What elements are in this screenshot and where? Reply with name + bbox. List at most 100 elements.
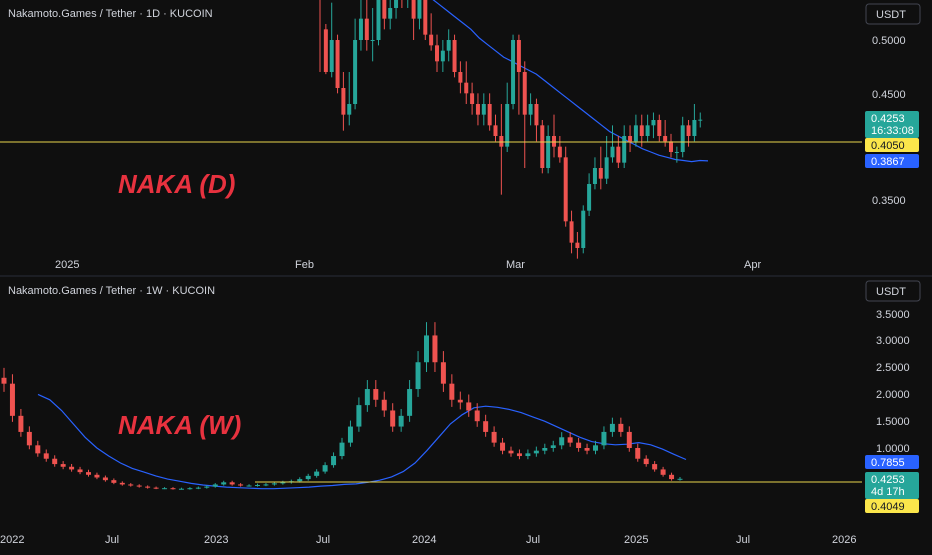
daily-candle-body bbox=[347, 104, 352, 115]
daily-candle-body bbox=[458, 72, 463, 83]
weekly-candle-body bbox=[35, 445, 41, 454]
weekly-candle-body bbox=[128, 484, 134, 486]
weekly-candle-body bbox=[69, 466, 75, 470]
weekly-candle-body bbox=[195, 487, 201, 489]
daily-candle-body bbox=[499, 136, 504, 147]
daily-candle-body bbox=[581, 210, 586, 248]
weekly-candle-body bbox=[491, 431, 497, 443]
weekly-price-tick: 1.5000 bbox=[876, 416, 910, 428]
weekly-candle-body bbox=[9, 383, 15, 416]
weekly-candle-body bbox=[18, 415, 24, 432]
daily-candle-body bbox=[569, 221, 574, 243]
daily-overlay-label: NAKA (D) bbox=[118, 169, 235, 199]
daily-candle-body bbox=[575, 242, 580, 248]
weekly-candle-body bbox=[398, 415, 404, 427]
weekly-candle-body bbox=[466, 402, 472, 411]
weekly-candle-body bbox=[576, 442, 582, 448]
daily-candle-body bbox=[651, 120, 656, 126]
daily-price-axis: 0.5000 0.4500 0.3500 bbox=[872, 35, 906, 207]
daily-time-label: 2025 bbox=[55, 259, 79, 271]
daily-candle-body bbox=[358, 18, 363, 40]
weekly-candle-body bbox=[533, 450, 539, 454]
weekly-candle-body bbox=[449, 383, 455, 400]
weekly-candle-body bbox=[542, 448, 548, 451]
weekly-candle-body bbox=[407, 389, 413, 416]
weekly-candle-body bbox=[178, 488, 184, 490]
weekly-candle-body bbox=[145, 486, 151, 488]
weekly-candle-body bbox=[415, 362, 421, 390]
weekly-unit-button[interactable]: USDT bbox=[865, 280, 921, 302]
weekly-candle-body bbox=[373, 389, 379, 400]
daily-candle-body bbox=[616, 146, 621, 163]
weekly-candle-body bbox=[322, 465, 328, 472]
weekly-time-label: 2024 bbox=[412, 534, 436, 546]
weekly-candle-body bbox=[669, 474, 675, 480]
daily-candle-body bbox=[475, 104, 480, 115]
weekly-candle-body bbox=[187, 488, 193, 490]
weekly-moving-average bbox=[37, 393, 687, 490]
weekly-candle-body bbox=[263, 484, 269, 486]
daily-candle-body bbox=[481, 104, 486, 115]
weekly-candle-body bbox=[432, 335, 438, 363]
daily-candle-body bbox=[534, 104, 539, 126]
daily-time-label: Apr bbox=[744, 259, 761, 271]
daily-candle-body bbox=[610, 146, 615, 158]
weekly-candle-body bbox=[204, 486, 210, 488]
daily-candle-body bbox=[505, 104, 510, 147]
weekly-last-price: 0.4253 bbox=[871, 474, 905, 486]
daily-ma-price: 0.3867 bbox=[871, 156, 905, 168]
weekly-candle-body bbox=[356, 405, 362, 427]
weekly-candle-body bbox=[238, 484, 244, 486]
daily-candle-body bbox=[470, 93, 475, 104]
weekly-candle-body bbox=[609, 423, 615, 432]
daily-candles bbox=[319, 0, 703, 259]
daily-candle-body bbox=[557, 146, 562, 158]
daily-candle-body bbox=[522, 72, 527, 115]
weekly-price-tick: 2.0000 bbox=[876, 389, 910, 401]
weekly-countdown: 4d 17h bbox=[871, 486, 905, 498]
daily-candle-body bbox=[417, 0, 422, 19]
weekly-candle-body bbox=[525, 453, 531, 457]
daily-candle-body bbox=[335, 40, 340, 88]
daily-price-tick: 0.3500 bbox=[872, 195, 906, 207]
weekly-candle-body bbox=[280, 482, 286, 484]
weekly-time-label: Jul bbox=[316, 534, 330, 546]
weekly-candle-body bbox=[102, 477, 108, 481]
daily-hline-price: 0.4050 bbox=[871, 140, 905, 152]
weekly-time-label: Jul bbox=[105, 534, 119, 546]
daily-candle-body bbox=[546, 136, 551, 168]
daily-unit-button[interactable]: USDT bbox=[865, 3, 921, 25]
weekly-candle-body bbox=[643, 458, 649, 465]
weekly-candle-body bbox=[593, 445, 598, 451]
daily-candle-body bbox=[341, 88, 346, 115]
daily-candle-body bbox=[370, 40, 375, 41]
weekly-last-price-badge: 0.4253 4d 17h bbox=[865, 472, 919, 499]
weekly-candle-body bbox=[43, 453, 49, 459]
daily-candle-body bbox=[604, 157, 609, 179]
daily-candle-body bbox=[493, 125, 498, 136]
weekly-candle-body bbox=[660, 469, 666, 475]
weekly-candle-body bbox=[111, 480, 117, 483]
daily-candle-body bbox=[645, 125, 650, 136]
daily-candle-body bbox=[423, 0, 428, 35]
weekly-candle-body bbox=[331, 456, 337, 466]
daily-chart-title: Nakamoto.Games / Tether · 1D · KUCOIN bbox=[8, 8, 213, 20]
daily-time-axis: 2025 Feb Mar Apr bbox=[55, 259, 761, 271]
daily-candle-body bbox=[692, 120, 697, 136]
weekly-candle-body bbox=[347, 426, 353, 443]
weekly-candle-body bbox=[246, 485, 252, 487]
weekly-candle-body bbox=[457, 399, 463, 403]
daily-last-price-badge: 0.4253 16:33:08 bbox=[865, 111, 919, 138]
daily-candle-body bbox=[516, 40, 521, 72]
daily-last-price: 0.4253 bbox=[871, 113, 905, 125]
weekly-candle-body bbox=[516, 453, 522, 457]
weekly-candle-body bbox=[677, 478, 683, 480]
weekly-candle-body bbox=[381, 399, 387, 411]
weekly-price-axis: 3.5000 3.0000 2.5000 2.0000 1.5000 1.000… bbox=[876, 309, 910, 455]
weekly-candle-body bbox=[305, 475, 311, 480]
daily-candle-body bbox=[353, 40, 358, 104]
daily-hline-badge: 0.4050 bbox=[865, 138, 919, 152]
weekly-candle-body bbox=[635, 448, 641, 459]
weekly-candle-body bbox=[153, 487, 159, 489]
